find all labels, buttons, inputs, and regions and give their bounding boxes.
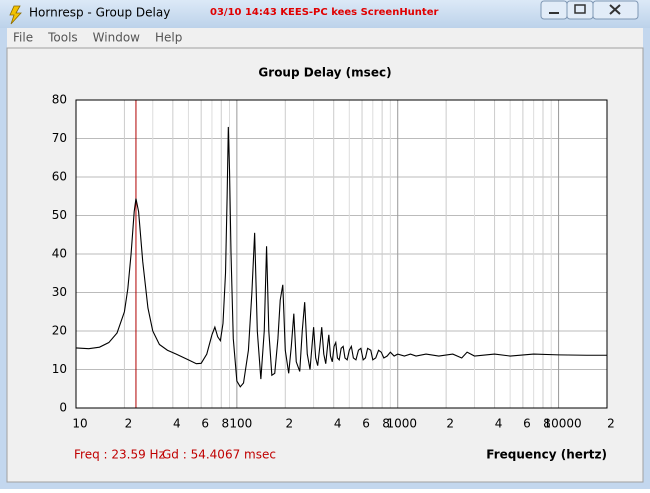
maximize-glyph [574,4,586,14]
chart-title: Group Delay (msec) [258,66,391,80]
x-tick-label: 6 [201,417,209,431]
menu-bar [7,28,643,48]
x-tick-label: 2 [285,417,293,431]
x-tick-label: 2 [125,417,133,431]
x-axis-label: Frequency (hertz) [486,448,607,462]
menu-item[interactable]: Tools [47,31,78,45]
menu-item[interactable]: File [13,31,33,45]
x-tick-label: 6 [523,417,531,431]
close-glyph [609,4,621,15]
x-tick-label: 10000 [543,417,581,431]
x-tick-label: 8 [382,417,390,431]
x-tick-label: 4 [173,417,181,431]
y-tick-label: 20 [52,324,67,338]
x-tick-label: 8 [543,417,551,431]
x-tick-label: 2 [446,417,454,431]
x-tick-label: 2 [607,417,615,431]
status-gd: Gd : 54.4067 msec [162,448,276,462]
minimize-button[interactable] [540,0,568,20]
y-tick-label: 40 [52,247,67,261]
x-tick-label: 4 [495,417,503,431]
x-tick-label: 100 [229,417,252,431]
y-tick-label: 60 [52,170,67,184]
status-freq: Freq : 23.59 Hz [74,448,165,462]
app-icon [9,5,22,25]
x-tick-label: 4 [334,417,342,431]
menu-item[interactable]: Help [155,31,182,45]
menu-item[interactable]: Window [93,31,141,45]
data-line [75,126,607,388]
menu: File Tools Window Help [13,31,182,45]
x-tick-label: 6 [362,417,370,431]
maximize-button[interactable] [566,0,594,20]
x-tick-label: 8 [221,417,229,431]
x-tick-label: 10 [72,417,87,431]
y-tick-label: 0 [59,401,67,415]
watermark: 03/10 14:43 KEES-PC kees ScreenHunter [210,7,438,18]
plot-border [75,99,608,409]
x-tick-label: 1000 [386,417,417,431]
y-tick-label: 30 [52,285,67,299]
y-tick-label: 50 [52,208,67,222]
y-tick-label: 80 [52,93,67,107]
y-tick-label: 10 [52,362,67,376]
y-tick-label: 70 [52,131,67,145]
window-title: Hornresp - Group Delay [29,6,170,20]
